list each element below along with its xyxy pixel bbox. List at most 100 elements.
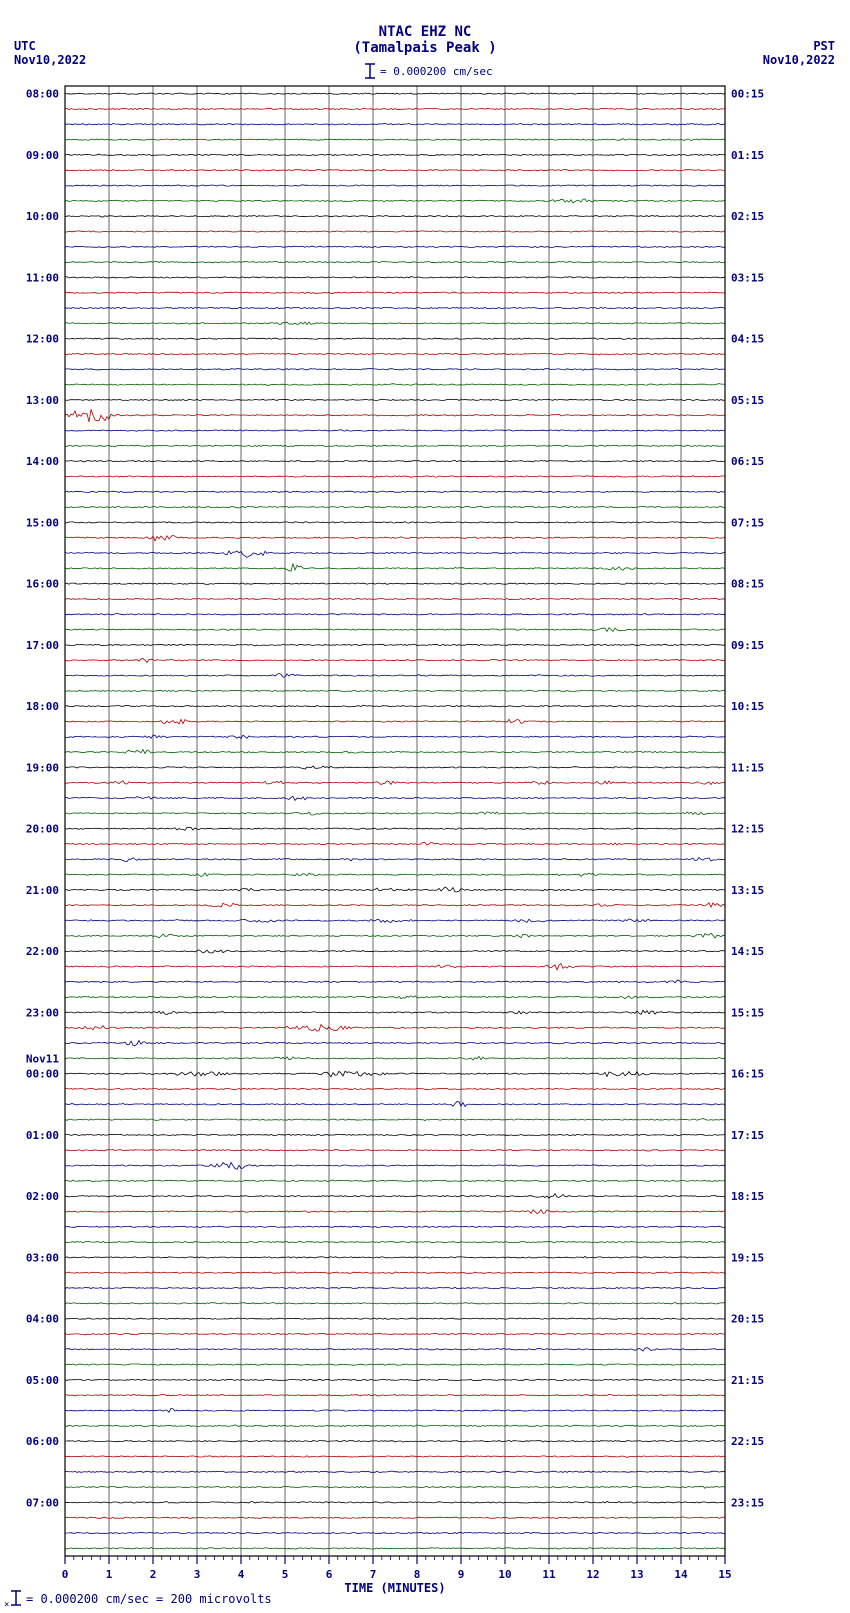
trace bbox=[65, 1241, 725, 1242]
trace bbox=[65, 123, 725, 125]
pst-time-label: 07:15 bbox=[731, 516, 764, 529]
trace bbox=[65, 1025, 725, 1032]
trace bbox=[65, 980, 725, 983]
utc-time-label: 17:00 bbox=[26, 639, 59, 652]
trace bbox=[65, 1256, 725, 1258]
utc-time-label: 18:00 bbox=[26, 700, 59, 713]
trace bbox=[65, 659, 725, 663]
trace bbox=[65, 322, 725, 325]
pst-time-label: 12:15 bbox=[731, 823, 764, 836]
trace bbox=[65, 919, 725, 923]
trace bbox=[65, 950, 725, 953]
trace bbox=[65, 445, 725, 447]
trace bbox=[65, 1471, 725, 1472]
trace bbox=[65, 1010, 725, 1014]
trace bbox=[65, 564, 725, 571]
trace bbox=[65, 1041, 725, 1046]
utc-time-label: 20:00 bbox=[26, 823, 59, 836]
pst-time-label: 08:15 bbox=[731, 578, 764, 591]
x-tick-label: 6 bbox=[326, 1568, 333, 1581]
pst-time-label: 00:15 bbox=[731, 88, 764, 101]
x-tick-label: 1 bbox=[106, 1568, 113, 1581]
trace bbox=[65, 476, 725, 478]
svg-text:×: × bbox=[4, 1600, 9, 1610]
x-tick-label: 10 bbox=[498, 1568, 511, 1581]
trace bbox=[65, 719, 725, 724]
utc-time-label: 07:00 bbox=[26, 1496, 59, 1509]
x-tick-label: 7 bbox=[370, 1568, 377, 1581]
trace bbox=[65, 1056, 725, 1060]
utc-time-label: 00:00 bbox=[26, 1068, 59, 1081]
pst-time-label: 20:15 bbox=[731, 1313, 764, 1326]
trace bbox=[65, 399, 725, 400]
trace bbox=[65, 506, 725, 508]
utc-time-label: Nov11 bbox=[26, 1052, 59, 1065]
trace bbox=[65, 261, 725, 262]
trace bbox=[65, 1150, 725, 1152]
trace bbox=[65, 170, 725, 171]
svg-text:= 0.000200 cm/sec: = 0.000200 cm/sec bbox=[380, 65, 493, 78]
pst-time-label: 15:15 bbox=[731, 1006, 764, 1019]
pst-time-label: 05:15 bbox=[731, 394, 764, 407]
trace bbox=[65, 812, 725, 815]
trace bbox=[65, 1379, 725, 1381]
trace bbox=[65, 887, 725, 892]
pst-time-label: 18:15 bbox=[731, 1190, 764, 1203]
pst-time-label: 04:15 bbox=[731, 333, 764, 346]
utc-time-label: 04:00 bbox=[26, 1313, 59, 1326]
pst-time-label: 13:15 bbox=[731, 884, 764, 897]
utc-time-label: 02:00 bbox=[26, 1190, 59, 1203]
utc-time-label: 13:00 bbox=[26, 394, 59, 407]
trace bbox=[65, 1210, 725, 1214]
utc-time-label: 09:00 bbox=[26, 149, 59, 162]
x-tick-label: 12 bbox=[586, 1568, 599, 1581]
seismograph-chart: UTCNov10,2022PSTNov10,2022NTAC EHZ NC(Ta… bbox=[0, 0, 850, 1613]
trace bbox=[65, 139, 725, 141]
pst-time-label: 17:15 bbox=[731, 1129, 764, 1142]
trace bbox=[65, 491, 725, 493]
trace bbox=[65, 1348, 725, 1351]
svg-text:(Tamalpais Peak ): (Tamalpais Peak ) bbox=[353, 40, 496, 56]
svg-text:UTC: UTC bbox=[14, 39, 36, 53]
x-tick-label: 11 bbox=[542, 1568, 556, 1581]
trace bbox=[65, 858, 725, 862]
trace bbox=[65, 1394, 725, 1396]
trace bbox=[65, 1180, 725, 1182]
trace bbox=[65, 1548, 725, 1550]
trace bbox=[65, 93, 725, 94]
x-tick-label: 2 bbox=[150, 1568, 157, 1581]
trace bbox=[65, 735, 725, 738]
trace bbox=[65, 690, 725, 691]
utc-time-label: 10:00 bbox=[26, 210, 59, 223]
trace bbox=[65, 598, 725, 600]
trace bbox=[65, 535, 725, 541]
trace bbox=[65, 1517, 725, 1519]
trace bbox=[65, 873, 725, 876]
pst-time-label: 03:15 bbox=[731, 271, 764, 284]
pst-time-label: 21:15 bbox=[731, 1374, 764, 1387]
trace bbox=[65, 1071, 725, 1077]
svg-text:NTAC EHZ NC: NTAC EHZ NC bbox=[379, 24, 472, 40]
trace bbox=[65, 964, 725, 970]
trace bbox=[65, 216, 725, 218]
pst-time-label: 22:15 bbox=[731, 1435, 764, 1448]
pst-time-label: 23:15 bbox=[731, 1496, 764, 1509]
pst-time-label: 09:15 bbox=[731, 639, 764, 652]
trace bbox=[65, 613, 725, 615]
trace bbox=[65, 1456, 725, 1458]
trace bbox=[65, 1163, 725, 1170]
pst-time-label: 02:15 bbox=[731, 210, 764, 223]
trace bbox=[65, 1287, 725, 1289]
x-tick-label: 0 bbox=[62, 1568, 69, 1581]
svg-text:Nov10,2022: Nov10,2022 bbox=[14, 53, 86, 67]
trace bbox=[65, 231, 725, 232]
trace bbox=[65, 1408, 725, 1412]
trace bbox=[65, 430, 725, 432]
utc-time-label: 15:00 bbox=[26, 516, 59, 529]
trace bbox=[65, 353, 725, 355]
pst-time-label: 19:15 bbox=[731, 1251, 764, 1264]
utc-time-label: 12:00 bbox=[26, 333, 59, 346]
trace bbox=[65, 1486, 725, 1488]
svg-text:PST: PST bbox=[813, 39, 835, 53]
trace bbox=[65, 1333, 725, 1335]
